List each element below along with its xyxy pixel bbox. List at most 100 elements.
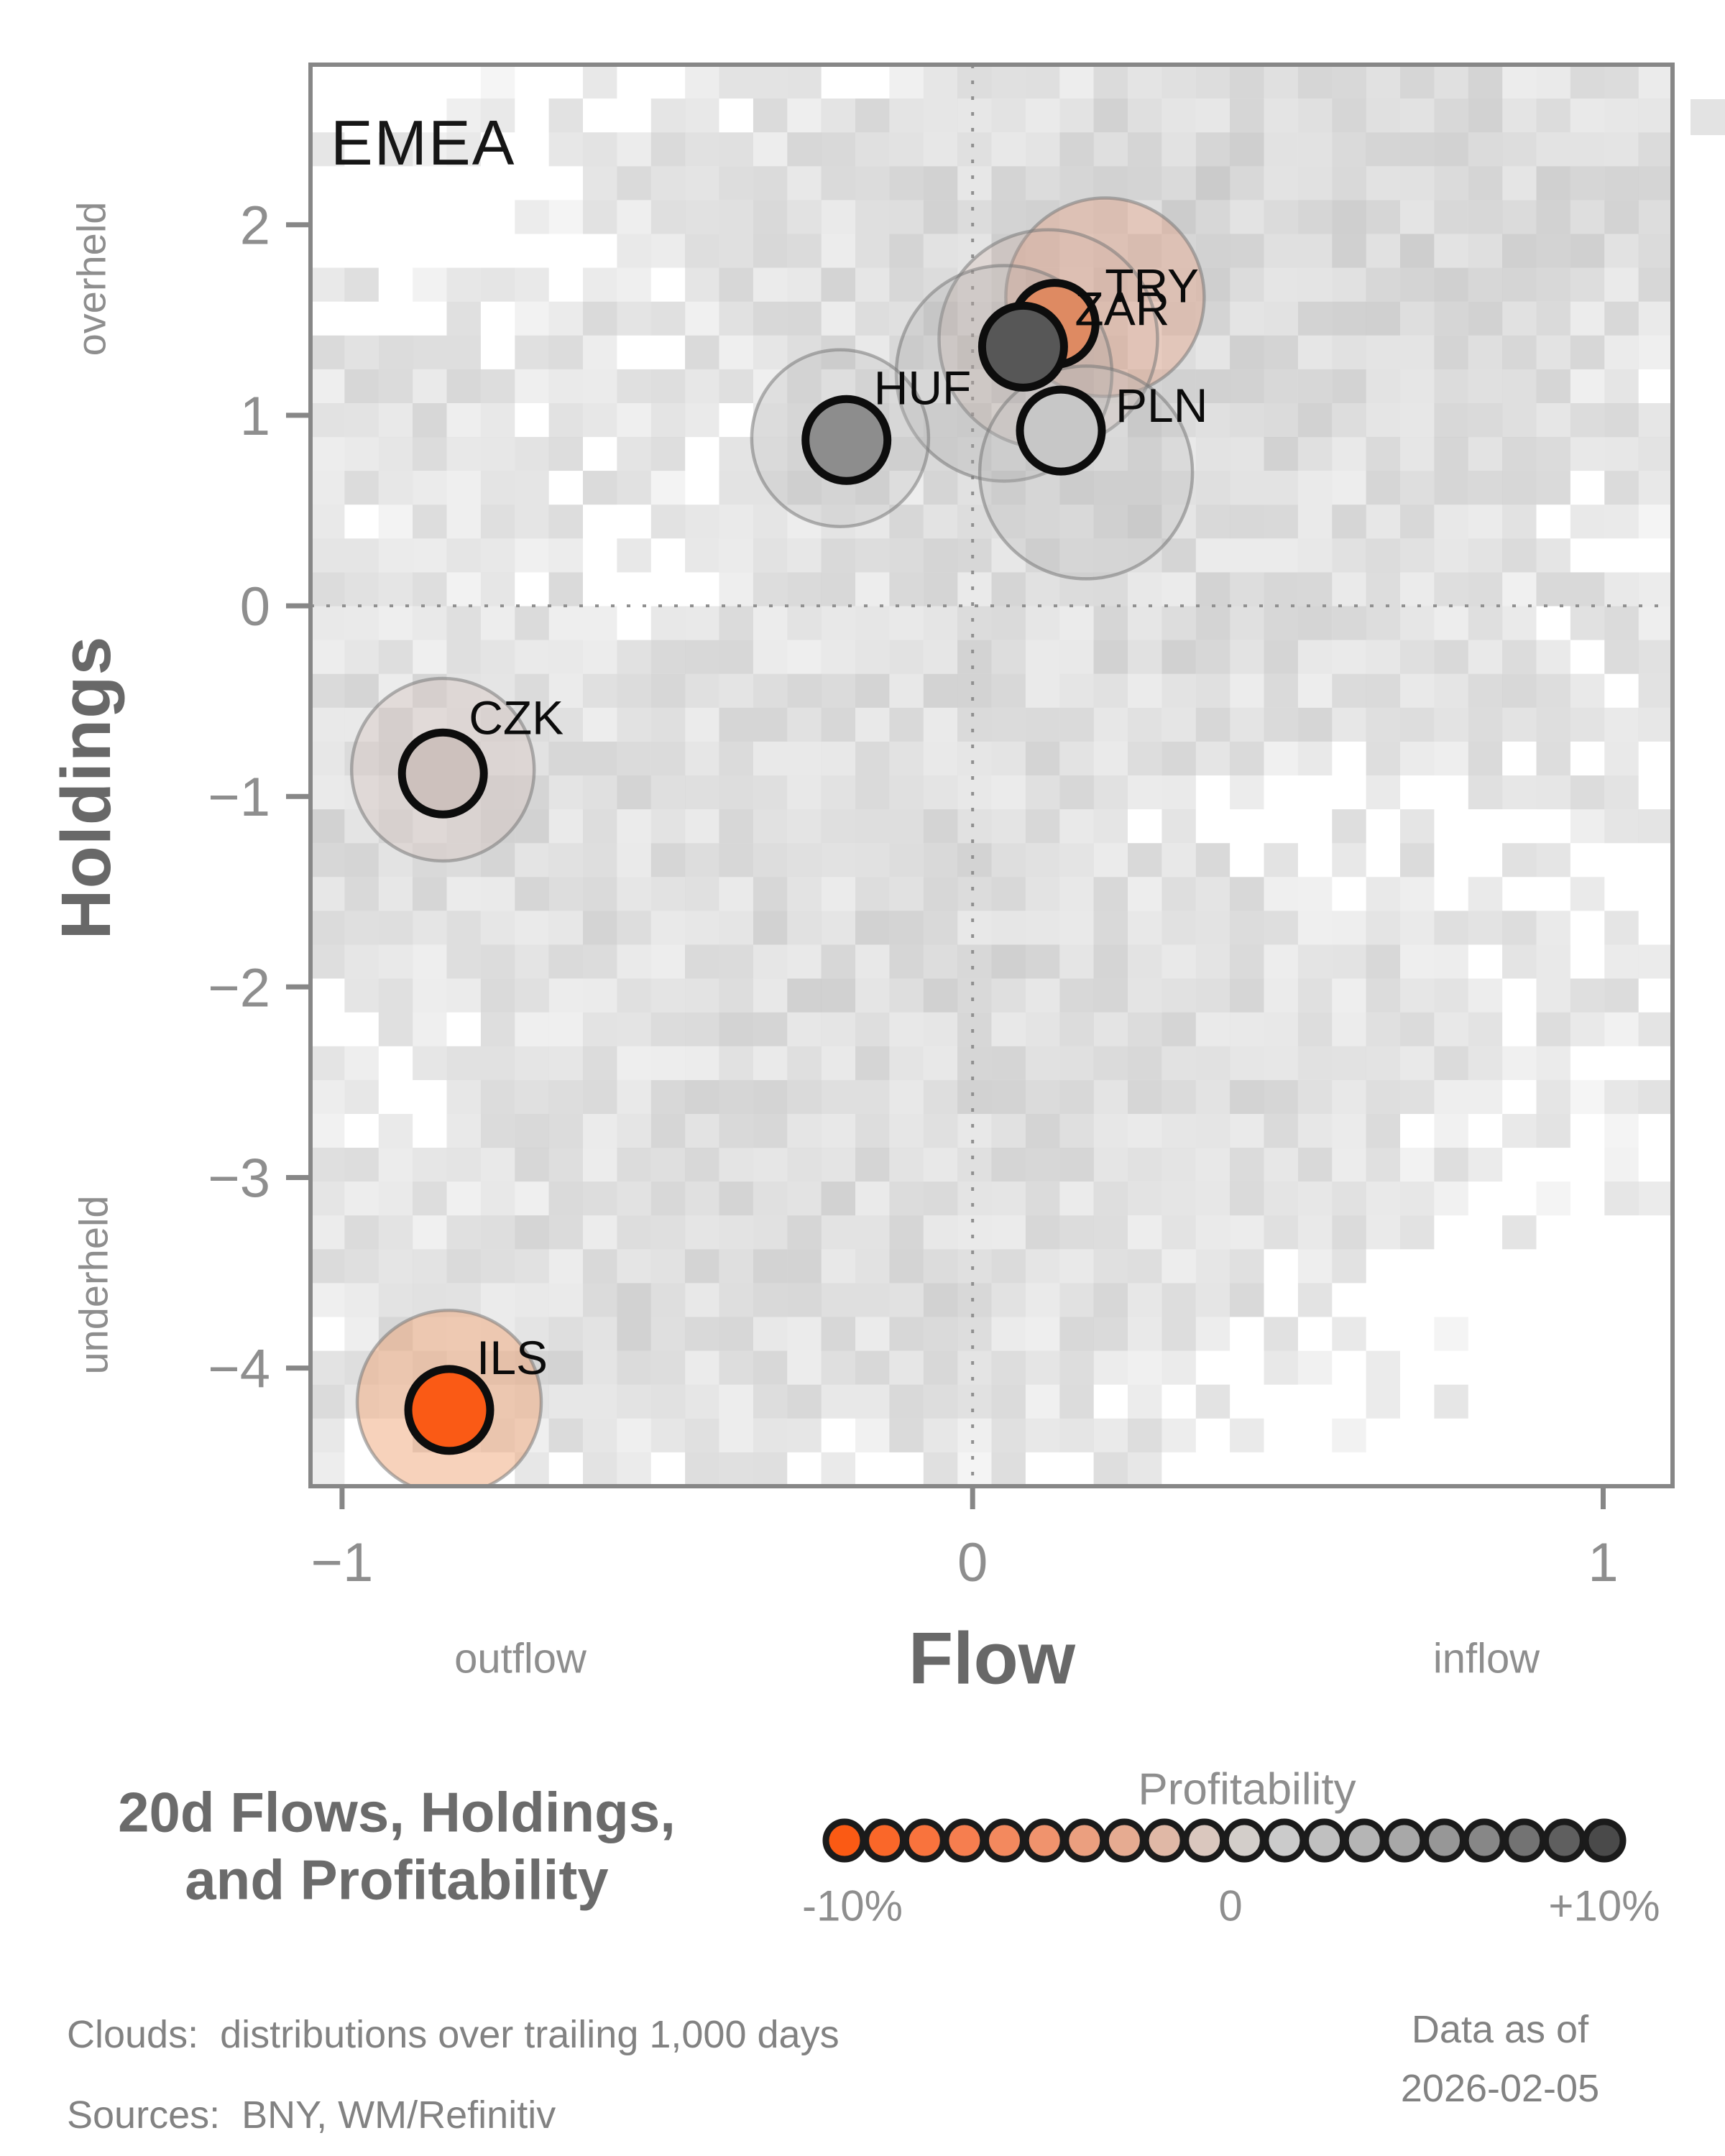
heatmap-cell — [1434, 437, 1468, 471]
heatmap-cell — [1638, 572, 1673, 607]
heatmap-cell — [1093, 267, 1128, 302]
heatmap-cell — [889, 166, 924, 201]
heatmap-cell — [1366, 944, 1400, 979]
heatmap-cell — [310, 673, 345, 708]
heatmap-cell — [685, 301, 719, 336]
legend-mid-label: 0 — [1218, 1881, 1243, 1930]
heatmap-cell — [889, 673, 924, 708]
heatmap-cell — [1264, 301, 1298, 336]
heatmap-cell — [991, 234, 1026, 268]
heatmap-cell — [923, 877, 958, 911]
heatmap-cell — [1093, 471, 1128, 505]
heatmap-cell — [821, 505, 855, 539]
heatmap-cell — [1604, 234, 1639, 268]
heatmap-cell — [1434, 132, 1468, 167]
heatmap-cell — [1604, 132, 1639, 167]
heatmap-cell — [1195, 98, 1230, 133]
heatmap-cell — [1570, 132, 1605, 167]
heatmap-cell — [991, 98, 1026, 133]
heatmap-cell — [1468, 267, 1503, 302]
heatmap-cell — [1230, 65, 1264, 99]
point-label-ZAR: ZAR — [1075, 282, 1169, 335]
y-axis-label: Holdings — [47, 635, 125, 940]
heatmap-cell — [1128, 1249, 1162, 1284]
heatmap-cell — [923, 1452, 958, 1486]
heatmap-cell — [548, 1046, 583, 1080]
heatmap-cell — [1264, 673, 1298, 708]
heatmap-cell — [1604, 65, 1639, 99]
y-axis-annotation-top: overheld — [68, 201, 114, 356]
heatmap-cell — [685, 707, 719, 742]
heatmap-cell — [548, 335, 583, 369]
heatmap-cell — [719, 1350, 753, 1385]
heatmap-cell — [1332, 809, 1366, 844]
heatmap-cell — [1297, 1350, 1333, 1385]
heatmap-cell — [1366, 234, 1400, 268]
heatmap-cell — [821, 843, 855, 877]
heatmap-cell — [1366, 166, 1400, 201]
heatmap-cell — [480, 505, 515, 539]
heatmap-cell — [821, 944, 855, 979]
heatmap-cell — [1638, 707, 1673, 742]
heatmap-cell — [617, 1181, 651, 1216]
heatmap-cell — [1264, 640, 1298, 674]
heatmap-cell — [1366, 132, 1400, 167]
heatmap-cell — [957, 200, 992, 234]
heatmap-cell — [787, 1215, 822, 1250]
heatmap-cell — [310, 606, 345, 640]
heatmap-cell — [1297, 98, 1333, 133]
heatmap-cell — [1400, 538, 1435, 573]
heatmap-cell — [1059, 843, 1094, 877]
heatmap-cell — [344, 606, 379, 640]
heatmap-cell — [1297, 1114, 1333, 1148]
heatmap-cell — [889, 538, 924, 573]
heatmap-cell — [1468, 775, 1503, 810]
heatmap-cell — [821, 572, 855, 607]
heatmap-cell — [1128, 166, 1162, 201]
heatmap-cell — [889, 775, 924, 810]
heatmap-cell — [1366, 1350, 1400, 1385]
heatmap-cell — [1536, 1181, 1570, 1216]
heatmap-cell — [548, 843, 583, 877]
heatmap-cell — [650, 606, 686, 640]
heatmap-cell — [1025, 65, 1060, 99]
heatmap-cell — [1264, 1215, 1298, 1250]
heatmap-cell — [1162, 65, 1196, 99]
heatmap-cell — [1502, 234, 1537, 268]
heatmap-cell — [1366, 606, 1400, 640]
heatmap-cell — [446, 471, 481, 505]
heatmap-cell — [1093, 1350, 1128, 1385]
heatmap-cell — [446, 505, 481, 539]
heatmap-cell — [1332, 1079, 1366, 1114]
heatmap-cell — [923, 1079, 958, 1114]
heatmap-cell — [719, 1114, 753, 1148]
heatmap-cell — [344, 978, 379, 1013]
heatmap-cell — [1366, 200, 1400, 234]
heatmap-cell — [413, 1148, 447, 1182]
legend-dot — [902, 1818, 947, 1863]
heatmap-cell — [583, 301, 617, 336]
heatmap-cell — [855, 877, 890, 911]
heatmap-cell — [446, 944, 481, 979]
heatmap-cell — [1162, 1418, 1196, 1452]
heatmap-cell — [1162, 1283, 1196, 1317]
heatmap-cell — [1502, 132, 1537, 167]
heatmap-cell — [1264, 1317, 1298, 1351]
heatmap-cell — [1536, 978, 1570, 1013]
heatmap-cell — [378, 707, 413, 742]
heatmap-cell — [1400, 335, 1435, 369]
heatmap-cell — [1536, 775, 1570, 810]
heatmap-cell — [617, 369, 651, 403]
heatmap-cell — [310, 471, 345, 505]
heatmap-cell — [650, 1215, 686, 1250]
zero-reference-lines — [310, 65, 1673, 1486]
heatmap-cell — [1230, 1079, 1264, 1114]
heatmap-cell — [583, 1350, 617, 1385]
heatmap-cell — [1502, 1215, 1537, 1250]
heatmap-cell — [753, 843, 788, 877]
heatmap-cell — [617, 809, 651, 844]
heatmap-cell — [548, 98, 583, 133]
heatmap-cell — [1570, 369, 1605, 403]
heatmap-cell — [685, 978, 719, 1013]
heatmap-cell — [1297, 1283, 1333, 1317]
